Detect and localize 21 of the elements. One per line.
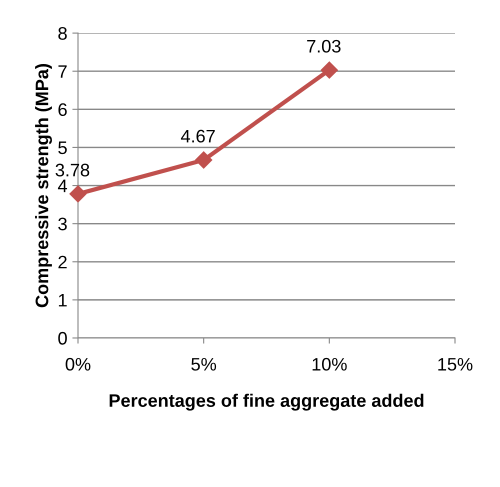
data-label: 7.03 <box>307 40 341 53</box>
y-tick-label: 7 <box>58 65 67 78</box>
y-tick-label: 0 <box>58 332 67 345</box>
x-tick-label: 15% <box>438 358 472 371</box>
y-tick-label: 8 <box>58 27 67 40</box>
x-tick-label: 10% <box>312 358 347 371</box>
y-tick-label: 3 <box>58 218 67 230</box>
point <box>195 151 212 169</box>
y-tick-label: 4 <box>58 180 68 192</box>
y-axis-title: Compressive strength (MPa) <box>35 64 52 308</box>
y-tick-label: 2 <box>58 256 67 268</box>
x-axis-title: Percentages of fine aggregate added <box>110 394 424 411</box>
point <box>320 62 338 79</box>
y-tick-label: 6 <box>58 103 67 116</box>
x-tick-label: 5% <box>191 358 216 371</box>
data-label: 3.78 <box>56 164 90 176</box>
data-label: 4.67 <box>180 130 215 143</box>
point <box>69 185 87 202</box>
x-tick-label: 0% <box>66 358 90 371</box>
y-tick-label: 5 <box>58 142 67 154</box>
y-tick-label: 1 <box>58 294 67 306</box>
